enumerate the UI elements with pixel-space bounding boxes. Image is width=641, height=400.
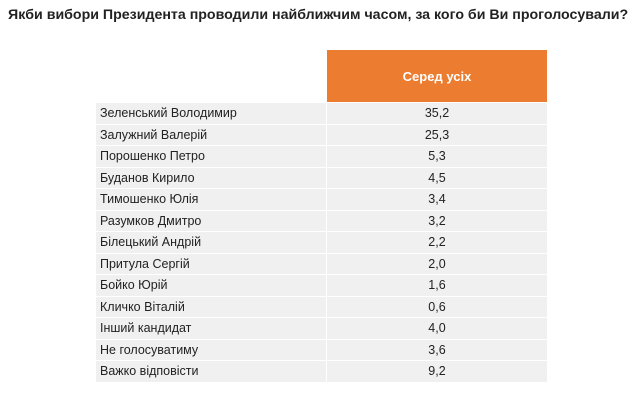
row-label: Разумков Дмитро [96, 210, 326, 231]
row-value: 2,2 [327, 232, 547, 253]
table-row: Буданов Кирило 4,5 [96, 167, 547, 188]
row-value: 9,2 [327, 361, 547, 382]
row-value: 3,4 [327, 189, 547, 210]
row-label: Залужний Валерій [96, 124, 326, 145]
row-value: 3,2 [327, 210, 547, 231]
row-value: 3,6 [327, 339, 547, 360]
page-title: Якби вибори Президента проводили найближ… [8, 7, 629, 23]
row-label: Притула Сергій [96, 253, 326, 274]
row-label: Не голосуватиму [96, 339, 326, 360]
table-row: Важко відповісти 9,2 [96, 361, 547, 382]
row-value: 25,3 [327, 124, 547, 145]
table-row: Разумков Дмитро 3,2 [96, 210, 547, 231]
row-value: 1,6 [327, 275, 547, 296]
row-label: Тимошенко Юлія [96, 189, 326, 210]
results-table: Зеленський Володимир 35,2 Залужний Валерій… [96, 103, 547, 383]
row-value: 2,0 [327, 253, 547, 274]
row-label: Зеленський Володимир [96, 103, 326, 124]
column-header: Серед усіх [327, 50, 547, 102]
row-label: Важко відповісти [96, 361, 326, 382]
row-value: 5,3 [327, 146, 547, 167]
row-label: Інший кандидат [96, 318, 326, 339]
row-label: Буданов Кирило [96, 167, 326, 188]
row-label: Кличко Віталій [96, 296, 326, 317]
row-value: 0,6 [327, 296, 547, 317]
table-row: Бойко Юрій 1,6 [96, 275, 547, 296]
table-row: Не голосуватиму 3,6 [96, 339, 547, 360]
row-value: 4,0 [327, 318, 547, 339]
table-row: Порошенко Петро 5,3 [96, 146, 547, 167]
row-value: 35,2 [327, 103, 547, 124]
row-label: Порошенко Петро [96, 146, 326, 167]
table-row: Інший кандидат 4,0 [96, 318, 547, 339]
table-row: Зеленський Володимир 35,2 [96, 103, 547, 124]
table-row: Кличко Віталій 0,6 [96, 296, 547, 317]
table-row: Притула Сергій 2,0 [96, 253, 547, 274]
row-value: 4,5 [327, 167, 547, 188]
table-row: Залужний Валерій 25,3 [96, 124, 547, 145]
row-label: Бойко Юрій [96, 275, 326, 296]
table-row: Білецький Андрій 2,2 [96, 232, 547, 253]
table-row: Тимошенко Юлія 3,4 [96, 189, 547, 210]
row-label: Білецький Андрій [96, 232, 326, 253]
